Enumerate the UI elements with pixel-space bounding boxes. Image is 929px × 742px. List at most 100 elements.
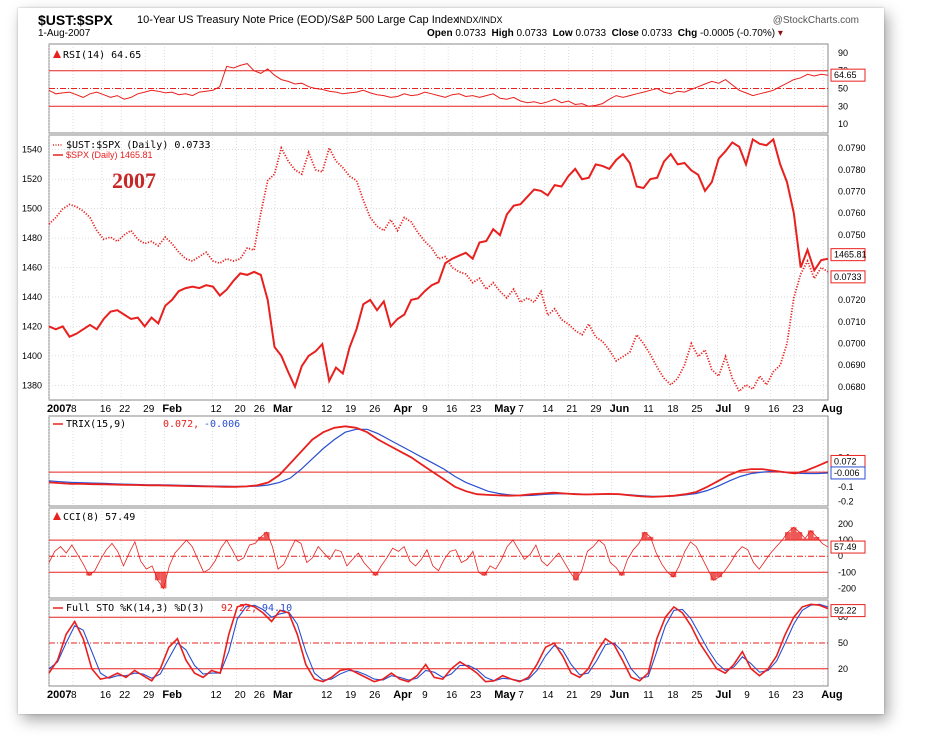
cci-tick-label: 200 <box>838 519 853 529</box>
x-axis-label-bottom: 19 <box>345 690 357 701</box>
rsi-tick-label: 10 <box>838 119 848 129</box>
ratio-last-value: 0.0733 <box>834 272 862 282</box>
spx-series-line <box>48 137 829 390</box>
cci-overbought-fill <box>647 536 654 541</box>
price-right-tick-label: 0.0680 <box>838 382 866 392</box>
x-axis-label-bottom: 16 <box>768 690 780 701</box>
price-right-tick-label: 0.0710 <box>838 317 866 327</box>
x-axis-label: 18 <box>667 404 679 415</box>
dropdown-caret-icon[interactable]: ▾ <box>777 28 783 39</box>
price-right-tick-label: 0.0750 <box>838 230 866 240</box>
x-axis-label-bottom: Mar <box>273 689 293 701</box>
price-left-tick-label: 1500 <box>22 204 42 214</box>
cci-overbought-fill <box>807 530 814 541</box>
close-label: Close <box>611 28 639 39</box>
x-axis-label: 7 <box>518 404 524 415</box>
x-axis-label-bottom: 16 <box>100 690 112 701</box>
close-value: 0.0733 <box>641 28 673 39</box>
x-axis-label: 12 <box>210 404 222 415</box>
cci-tick-label: 0 <box>838 551 843 561</box>
x-axis-label: 23 <box>792 404 804 415</box>
chg-label: Chg <box>677 28 698 39</box>
price-left-tick-label: 1380 <box>22 380 42 390</box>
cci-tick-label: -100 <box>838 567 856 577</box>
x-axis-label: 14 <box>542 404 554 415</box>
price-left-tick-label: 1540 <box>22 145 42 155</box>
rsi-last-value: 64.65 <box>834 70 857 80</box>
cci-legend: CCI(8) 57.49 <box>63 512 135 523</box>
cci-oversold-fill <box>573 572 579 581</box>
spx-last-value-box <box>830 248 866 262</box>
ratio-last-value-box <box>830 270 866 284</box>
cci-overbought-fill <box>785 532 791 541</box>
x-axis-label-bottom: 11 <box>643 690 654 701</box>
open-value: 0.0733 <box>455 28 486 39</box>
trix-tick-label: -0.2 <box>838 497 854 507</box>
sto-legend-label: Full STO %K(14,3) %D(3) <box>66 603 204 614</box>
cci-oversold-fill <box>716 572 723 578</box>
x-axis-label-bottom: May <box>494 689 516 701</box>
x-axis-label-bottom: Feb <box>162 689 182 701</box>
chart-symbol: $UST:$SPX <box>38 12 113 28</box>
year-annotation: 2007 <box>112 168 156 193</box>
x-axis-label: 23 <box>470 404 482 415</box>
x-axis-label: 25 <box>691 404 703 415</box>
x-axis-label: 29 <box>143 404 155 415</box>
chart-exchange: INDX/INDX <box>457 15 503 25</box>
high-value: 0.0733 <box>516 28 548 39</box>
x-axis-label-bottom: Aug <box>821 689 842 701</box>
ohlc-readout: Open 0.0733 High 0.0733 Low 0.0733 Close… <box>427 28 783 39</box>
cci-oversold-fill <box>670 572 677 578</box>
x-axis-label-bottom: 22 <box>119 690 131 701</box>
cci-tick-label: 100 <box>838 535 853 545</box>
x-axis-label-bottom: 9 <box>422 690 428 701</box>
cci-overbought-fill <box>802 538 808 541</box>
low-label: Low <box>552 28 573 39</box>
cci-overbought-fill <box>641 532 648 541</box>
rsi-legend: RSI(14) 64.65 <box>63 50 141 61</box>
x-axis-label-bottom: 20 <box>235 690 247 701</box>
cci-oversold-fill <box>618 572 625 576</box>
x-axis-label-bottom: 23 <box>470 690 482 701</box>
spx-last-value: 1465.81 <box>834 250 867 260</box>
trix-tick-label: -0.1 <box>838 482 854 492</box>
cci-overbought-fill <box>796 532 803 541</box>
x-axis-label: Aug <box>821 403 842 415</box>
cci-last-value-box <box>830 540 866 554</box>
x-axis-label: 16 <box>100 404 112 415</box>
trix-line <box>48 425 829 498</box>
x-axis-label: 2007 <box>47 403 71 415</box>
price-left-tick-label: 1400 <box>22 351 42 361</box>
cci-overbought-fill <box>813 536 820 541</box>
x-axis-label-bottom: 7 <box>518 690 524 701</box>
cci-oversold-fill <box>160 572 167 589</box>
rsi-tick-label: 50 <box>838 84 848 94</box>
rsi-last-value-box <box>830 68 866 82</box>
x-axis-label: Mar <box>273 403 293 415</box>
spx-legend: $SPX (Daily) 1465.81 <box>66 150 153 160</box>
x-axis-label: 11 <box>643 404 654 415</box>
x-axis-label-bottom: 18 <box>667 690 679 701</box>
cci-oversold-fill <box>372 572 379 576</box>
x-axis-label: Feb <box>162 403 182 415</box>
x-axis-label: 12 <box>321 404 333 415</box>
x-axis-label: 16 <box>446 404 458 415</box>
x-axis-label-bottom: 12 <box>210 690 222 701</box>
price-right-tick-label: 0.0770 <box>838 186 866 196</box>
ratio-legend: $UST:$SPX (Daily) 0.0733 <box>66 140 211 151</box>
x-axis-label: 20 <box>235 404 247 415</box>
x-axis-label-bottom: 29 <box>590 690 602 701</box>
x-axis-label-bottom: 21 <box>566 690 578 701</box>
x-axis-label: May <box>494 403 516 415</box>
x-axis-label-bottom: Jun <box>610 689 630 701</box>
rsi-line <box>48 63 829 107</box>
cci-overbought-fill <box>790 527 797 541</box>
cci-panel <box>48 507 829 599</box>
chart-date: 1-Aug-2007 <box>38 28 91 39</box>
rsi-marker-icon <box>53 50 61 58</box>
low-value: 0.0733 <box>575 28 607 39</box>
trix-signal-legend-value: -0.006 <box>204 419 240 430</box>
x-axis-label: 22 <box>119 404 131 415</box>
x-axis-label: Jun <box>610 403 630 415</box>
x-axis-label-bottom: 2007 <box>47 689 71 701</box>
